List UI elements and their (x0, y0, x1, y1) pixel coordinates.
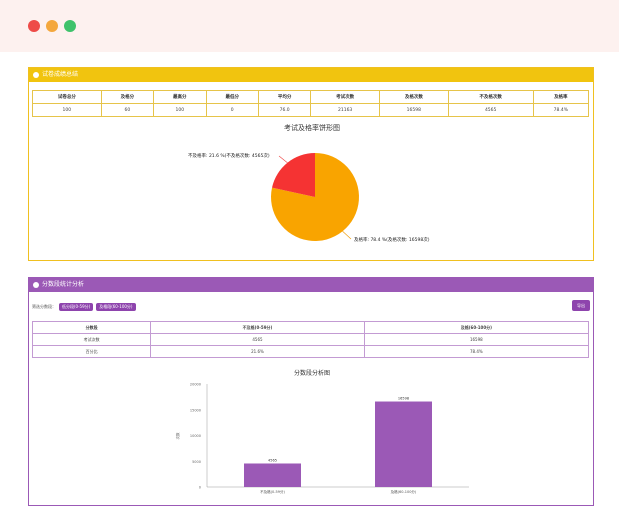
summary-panel: 试卷成绩总结 试卷总分 及格分 最高分 最低分 平均分 考试次数 及格次数 不及… (28, 67, 594, 261)
close-window-button[interactable] (28, 20, 40, 32)
pie-slice-fail[interactable] (272, 153, 315, 197)
score-cell: 78.4% (363, 345, 590, 358)
summary-value-cell: 60 (100, 103, 155, 117)
summary-table: 试卷总分 及格分 最高分 最低分 平均分 考试次数 及格次数 不及格次数 及格率… (32, 90, 590, 117)
filter-label: 筛选分数段： (32, 304, 56, 309)
summary-value-cell: 76.0 (257, 103, 312, 117)
maximize-window-button[interactable] (64, 20, 76, 32)
summary-value-cell: 78.4% (532, 103, 590, 117)
y-axis-label: 次数 (175, 432, 180, 440)
pie-label-pass: 及格率: 78.4 %(及格次数: 16598次) (354, 236, 430, 243)
export-button[interactable]: 导出 (572, 300, 590, 311)
bar-value-label: 4565 (268, 458, 277, 462)
y-tick-label: 5000 (192, 460, 201, 464)
summary-value-cell: 100 (32, 103, 102, 117)
window-titlebar (0, 0, 619, 52)
filter-chip-low[interactable]: 低分段(0-59分) (59, 303, 94, 311)
summary-panel-title: 试卷成绩总结 (42, 71, 79, 78)
info-icon (33, 72, 39, 78)
pie-label-fail: 不及格率: 21.6 %(不及格次数: 4565次) (188, 152, 270, 159)
score-band-panel-title: 分数段统计分析 (42, 281, 85, 288)
y-tick-label: 20000 (190, 383, 201, 387)
score-cell: 21.6% (150, 345, 365, 358)
minimize-window-button[interactable] (46, 20, 58, 32)
pie-chart-title: 考试及格率饼形图 (284, 124, 340, 132)
bar[interactable] (375, 401, 432, 487)
y-tick-label: 15000 (190, 408, 201, 412)
summary-value-cell: 16598 (379, 103, 449, 117)
bar-chart: 0 5000 10000 15000 20000 次数 4565 不及格(0-59分) 1659… (175, 383, 469, 494)
pie-leader-line-fail (278, 155, 288, 163)
x-tick-label: 不及格(0-59分) (260, 489, 285, 494)
x-tick-label: 及格(60-100分) (391, 489, 417, 494)
pie-leader-line-pass (342, 231, 352, 240)
bar-value-label: 16598 (398, 397, 409, 401)
pie-chart: 不及格率: 21.6 %(不及格次数: 4565次) 及格率: 78.4 %(及… (188, 152, 430, 243)
score-band-panel-header: 分数段统计分析 (29, 278, 593, 292)
chart-icon (33, 282, 39, 288)
bar[interactable] (244, 463, 301, 487)
bar-chart-title: 分数段分析图 (293, 370, 330, 377)
pie-slice-pass[interactable] (271, 153, 359, 242)
y-tick-label: 10000 (190, 434, 201, 438)
score-filter: 筛选分数段： 低分段(0-59分) 及格段(60-100分) (32, 303, 136, 311)
filter-chip-pass[interactable]: 及格段(60-100分) (96, 303, 136, 311)
score-cell: 百分比 (31, 345, 152, 358)
score-band-table: 分数段 不及格(0-59分) 及格(60-100分) 考试次数 4565 165… (31, 321, 590, 358)
y-tick-label: 0 (199, 486, 201, 490)
score-band-panel: 分数段统计分析 筛选分数段： 低分段(0-59分) 及格段(60-100分) 导… (28, 277, 594, 506)
summary-panel-header: 试卷成绩总结 (29, 68, 593, 82)
